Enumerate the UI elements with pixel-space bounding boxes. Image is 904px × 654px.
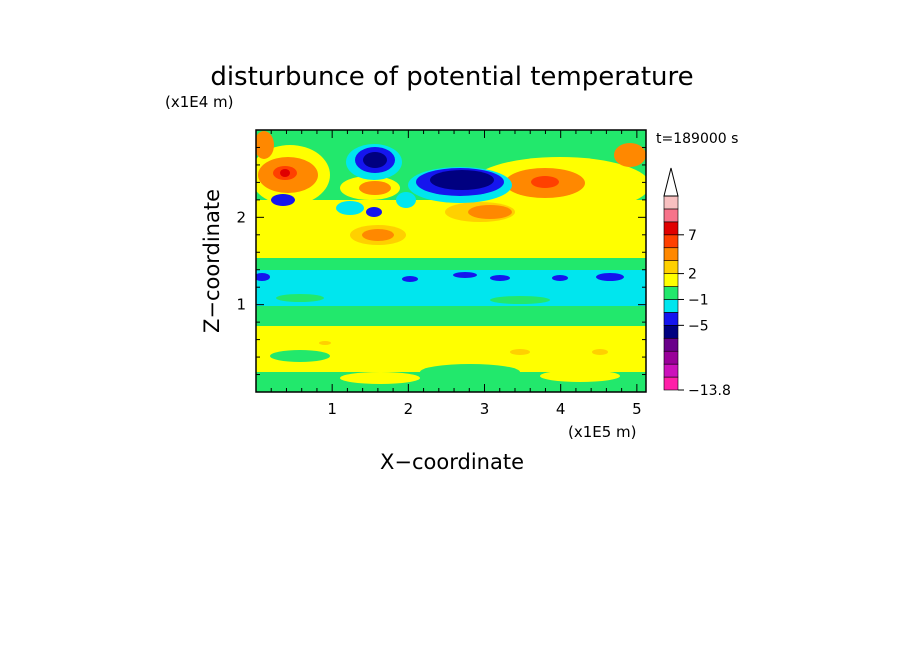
x-tick-label: 3 bbox=[480, 400, 490, 418]
colorbar-swatch bbox=[663, 208, 679, 223]
x-tick-label: 2 bbox=[404, 400, 414, 418]
red-core-left bbox=[280, 169, 290, 177]
lower-yellow-patch-2 bbox=[540, 370, 620, 382]
blue-streak-5 bbox=[596, 273, 624, 281]
x-axis-label: X−coordinate bbox=[380, 450, 524, 474]
x-unit-label: (x1E5 m) bbox=[568, 423, 637, 441]
colorbar-swatch bbox=[663, 286, 679, 300]
colorbar-swatch bbox=[663, 273, 679, 287]
blue-streak-4 bbox=[490, 275, 510, 281]
lower-orange-speck-2 bbox=[510, 349, 530, 355]
y-tick-label: 1 bbox=[236, 296, 246, 314]
blue-streak-3 bbox=[453, 272, 477, 278]
colorbar-label: 7 bbox=[688, 228, 697, 244]
lower-green-patch-1 bbox=[270, 350, 330, 362]
colorbar-label: 2 bbox=[688, 267, 697, 283]
lower-yellow-patch bbox=[340, 372, 420, 384]
y-axis-ticks: 12 bbox=[236, 146, 646, 376]
colorbar-label: −1 bbox=[688, 292, 709, 308]
colorbar-swatch bbox=[663, 312, 679, 326]
navy-core-mid bbox=[430, 170, 494, 190]
green-patch-mid-1 bbox=[276, 294, 324, 302]
colorbar-swatch bbox=[663, 363, 679, 378]
colorbar-swatch bbox=[663, 234, 679, 249]
blue-blob-small-2 bbox=[366, 207, 382, 217]
x-axis-ticks: 1 2 3 4 5 bbox=[270, 130, 642, 418]
blue-streak-1 bbox=[256, 273, 270, 281]
colorbar-swatch bbox=[663, 337, 679, 352]
lower-orange-speck-1 bbox=[319, 341, 331, 345]
orange-blob-mid-high bbox=[359, 181, 391, 195]
cyan-blob-small-1 bbox=[336, 201, 364, 215]
x-tick-label: 4 bbox=[556, 400, 566, 418]
orange-core-right bbox=[531, 176, 559, 188]
orange-blob-mid-core bbox=[468, 205, 512, 219]
blue-streak-6 bbox=[552, 275, 568, 281]
colorbar-swatch bbox=[663, 376, 679, 391]
colorbar-swatch bbox=[663, 221, 679, 236]
x-tick-label: 5 bbox=[632, 400, 642, 418]
y-tick-label: 2 bbox=[236, 208, 246, 226]
time-label: t=189000 s bbox=[656, 131, 738, 147]
chart-title: disturbunce of potential temperature bbox=[210, 62, 693, 92]
y-unit-label: (x1E4 m) bbox=[165, 93, 234, 111]
green-patch-mid-2 bbox=[490, 296, 550, 304]
contour-field bbox=[256, 130, 646, 392]
colorbar-swatch bbox=[663, 350, 679, 365]
cyan-band-mid bbox=[256, 270, 646, 310]
colorbar-label: −5 bbox=[688, 318, 709, 334]
blue-streak-2 bbox=[402, 276, 418, 282]
y-axis-label: Z−coordinate bbox=[200, 189, 224, 333]
colorbar-swatch bbox=[663, 325, 679, 339]
x-tick-label: 1 bbox=[327, 400, 337, 418]
orange-blob-lower-core bbox=[362, 229, 394, 241]
plot-frame bbox=[255, 129, 647, 393]
colorbar-swatch bbox=[663, 195, 679, 210]
colorbar: −13.8 −5 −1 2 7 bbox=[663, 167, 731, 399]
colorbar-swatch bbox=[663, 260, 679, 274]
lower-green-patch-2 bbox=[420, 364, 520, 380]
navy-core-left bbox=[363, 152, 387, 168]
orange-blob-left-edge bbox=[256, 131, 274, 159]
colorbar-extend-arrow bbox=[663, 167, 679, 197]
blue-blob-small-1 bbox=[271, 194, 295, 206]
cyan-blob-small-2 bbox=[396, 192, 416, 208]
colorbar-swatch bbox=[663, 299, 679, 313]
colorbar-label: −13.8 bbox=[688, 383, 731, 399]
lower-orange-speck-3 bbox=[592, 349, 608, 355]
colorbar-swatch bbox=[663, 247, 679, 261]
green-band-mid-lower bbox=[256, 306, 646, 328]
orange-blob-right-edge bbox=[614, 143, 646, 167]
